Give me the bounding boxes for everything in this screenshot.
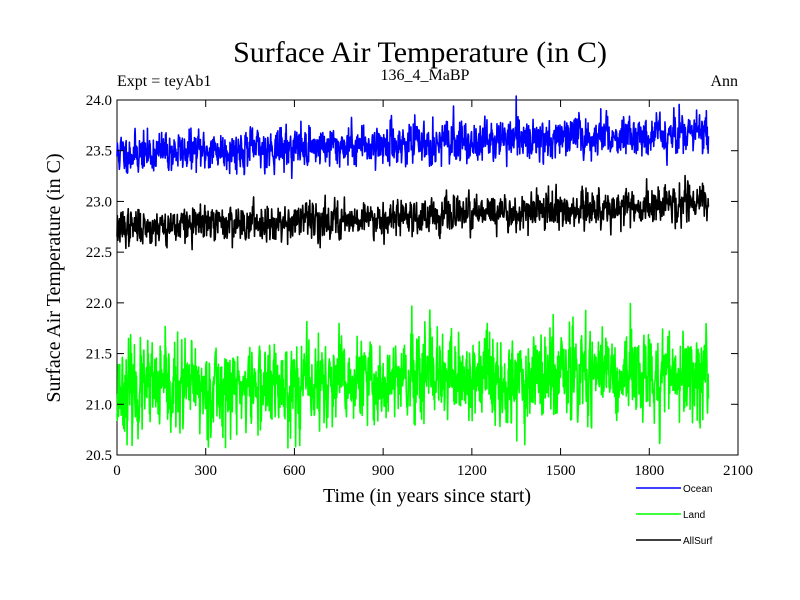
y-tick-label: 24.0 — [86, 93, 112, 109]
y-tick-label: 21.0 — [86, 397, 112, 413]
legend: Ocean Land AllSurf — [636, 484, 713, 547]
x-tick-label: 1800 — [634, 463, 664, 479]
y-tick-label: 21.5 — [86, 347, 112, 363]
legend-label: AllSurf — [683, 536, 713, 547]
experiment-label: Expt = teyAb1 — [117, 73, 211, 90]
y-tick-label: 22.0 — [86, 296, 112, 312]
legend-label: Land — [683, 510, 705, 521]
x-tick-label: 1500 — [546, 463, 576, 479]
x-tick-label: 300 — [194, 463, 217, 479]
series-line-allsurf — [116, 174, 710, 251]
y-tick-label: 23.0 — [86, 194, 112, 210]
x-tick-label: 900 — [372, 463, 395, 479]
series-layer — [116, 95, 710, 449]
plot-frame — [116, 99, 739, 456]
y-tick-label: 22.5 — [86, 245, 112, 261]
x-tick-label: 2100 — [723, 463, 753, 479]
tick-layer: 0 300 600 900 1200 1500 1800 2100 20.5 21.0 21.5 22… — [86, 93, 753, 479]
legend-label: Ocean — [683, 484, 712, 495]
x-tick-label: 1200 — [457, 463, 487, 479]
y-tick-label: 20.5 — [86, 448, 112, 464]
x-tick-label: 0 — [113, 463, 121, 479]
season-label: Ann — [710, 73, 738, 90]
y-tick-label: 23.5 — [86, 144, 112, 160]
chart-title: Surface Air Temperature (in C) — [233, 36, 607, 69]
age-label: 136_4_MaBP — [381, 67, 470, 84]
x-axis-label: Time (in years since start) — [323, 485, 531, 507]
y-axis-label: Surface Air Temperature (in C) — [43, 153, 65, 402]
series-line-ocean — [116, 95, 710, 180]
series-line-land — [116, 302, 710, 449]
x-tick-label: 600 — [283, 463, 306, 479]
